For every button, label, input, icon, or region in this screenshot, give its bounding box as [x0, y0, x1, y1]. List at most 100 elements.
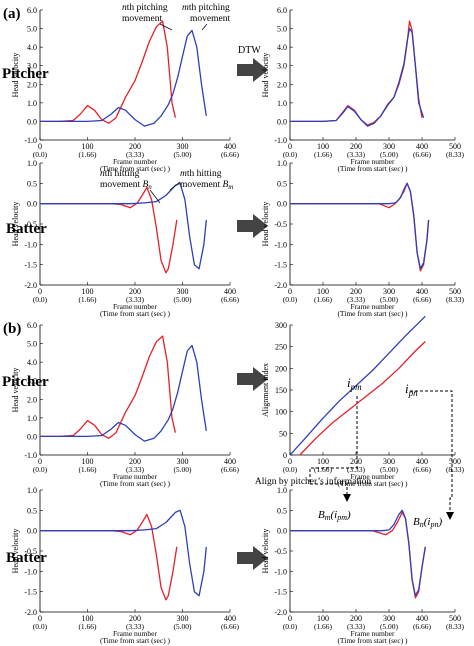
- annotation-nth-hitting: nth hitting: [100, 169, 140, 179]
- x-tick-label: 200: [129, 614, 141, 623]
- y-tick-label: 250: [275, 343, 287, 352]
- x-tick-label: 200: [350, 142, 362, 151]
- x-tick-label: 100: [317, 287, 329, 296]
- x-tick-label: 0: [288, 142, 292, 151]
- x-tick-label-sec: (5.00): [173, 465, 192, 474]
- x-tick-label: 0: [38, 142, 42, 151]
- x-tick-label-sec: (3.33): [126, 465, 145, 474]
- series-line-1: [290, 27, 425, 127]
- y-tick-label: 0.0: [277, 200, 287, 209]
- y-tick-label: -1.0: [24, 136, 37, 145]
- series-line-0: [289, 315, 426, 456]
- x-tick-label-sec: (5.00): [173, 622, 192, 631]
- y-tick-label: 6.0: [27, 321, 37, 330]
- y-tick-label: -1.0: [24, 451, 37, 460]
- y-tick-label: -0.5: [24, 547, 37, 556]
- x-tick-label: 200: [350, 614, 362, 623]
- x-tick-label-sec: (5.00): [380, 622, 399, 631]
- x-tick-label: 500: [449, 287, 461, 296]
- x-tick-label: 400: [224, 287, 236, 296]
- chart-a-batter-left: -2.0 -1.5 -1.0 -0.5 0.0 0.5 1.0 0(0.0) 100(1.66)…: [11, 159, 240, 318]
- y-tick-label: 1.0: [277, 159, 287, 168]
- y-axis-label: Head velocity: [11, 202, 20, 247]
- x-tick-label-sec: (0.0): [33, 150, 48, 159]
- x-tick-label: 400: [416, 287, 428, 296]
- y-tick-label: 0.0: [27, 117, 37, 126]
- x-axis-label: Frame number: [113, 629, 157, 638]
- x-tick-label-sec: (6.66): [221, 465, 240, 474]
- series-line-0: [40, 513, 178, 601]
- annotation-ipm: ipm: [347, 375, 362, 392]
- y-tick-label: -1.0: [274, 136, 287, 145]
- annotation-bn-ipn: Bn(ipn): [413, 516, 442, 529]
- x-tick-label-sec: (3.33): [126, 622, 145, 631]
- x-tick-label: 200: [350, 287, 362, 296]
- annotation-nth-pitching-2: movement: [122, 14, 162, 24]
- y-tick-label: 1.0: [277, 99, 287, 108]
- series-line-0: [40, 20, 177, 124]
- y-tick-label: -1.0: [24, 240, 37, 249]
- panel-label-a: (a): [3, 6, 21, 22]
- x-tick-label-sec: (5.00): [173, 150, 192, 159]
- arrow-batter-a: [237, 214, 268, 238]
- x-tick-label-sec: (3.33): [347, 150, 366, 159]
- x-tick-label: 300: [383, 142, 395, 151]
- x-tick-label-sec: (0.0): [283, 465, 298, 474]
- y-tick-label: 5.0: [27, 340, 37, 349]
- x-tick-label-sec: (1.66): [78, 622, 97, 631]
- y-tick-label: 100: [275, 408, 287, 417]
- x-tick-label-sec: (5.00): [380, 295, 399, 304]
- x-tick-label-sec: (6.66): [221, 622, 240, 631]
- x-tick-label-sec: (5.00): [380, 150, 399, 159]
- x-axis-label-sub: (Time from start (sec) ): [337, 479, 408, 488]
- x-tick-label: 300: [177, 142, 189, 151]
- y-tick-label: -1.5: [24, 261, 37, 270]
- x-tick-label: 0: [38, 287, 42, 296]
- y-tick-label: 6.0: [27, 6, 37, 15]
- series-line-1: [40, 344, 207, 442]
- row-label-batter-b: Batter: [6, 550, 47, 566]
- x-tick-label-sec: (0.0): [33, 295, 48, 304]
- y-tick-label: -2.0: [24, 281, 37, 290]
- y-tick-label: 0.0: [277, 117, 287, 126]
- series-line-0: [40, 335, 177, 439]
- y-tick-label: 2.0: [27, 80, 37, 89]
- x-tick-label-sec: (1.66): [314, 465, 333, 474]
- x-tick-label-sec: (3.33): [126, 150, 145, 159]
- x-tick-label: 300: [383, 614, 395, 623]
- x-tick-label-sec: (0.0): [283, 150, 298, 159]
- x-tick-label: 300: [177, 287, 189, 296]
- x-tick-label: 200: [129, 287, 141, 296]
- x-tick-label: 100: [82, 287, 94, 296]
- x-tick-label-sec: (6.66): [221, 295, 240, 304]
- series-line-0: [290, 182, 430, 272]
- x-tick-label: 200: [129, 142, 141, 151]
- y-axis-label: Head velocity: [261, 53, 270, 98]
- y-tick-label: 1.0: [27, 99, 37, 108]
- series-line-1: [40, 509, 207, 597]
- chart-a-pitcher-right: -1.0 0.0 1.0 2.0 3.0 4.0 5.0 6.0 0(0.0) 100(1.66)…: [261, 6, 465, 173]
- y-tick-label: -0.5: [24, 220, 37, 229]
- y-tick-label: 1.0: [27, 159, 37, 168]
- y-tick-label: 0: [283, 451, 287, 460]
- y-tick-label: 1.0: [277, 486, 287, 495]
- y-tick-label: -2.0: [274, 608, 287, 617]
- x-axis-label-sub: (Time from start (sec) ): [100, 164, 171, 173]
- x-tick-label-sec: (8.33): [446, 465, 465, 474]
- y-tick-label: 0.5: [277, 179, 287, 188]
- y-tick-label: 0.0: [27, 527, 37, 536]
- x-tick-label-sec: (3.33): [126, 295, 145, 304]
- y-tick-label: -0.5: [274, 220, 287, 229]
- y-axis-label: Head velocity: [11, 368, 20, 413]
- x-axis-label-sub: (Time from start (sec) ): [337, 309, 408, 318]
- y-tick-label: 3.0: [27, 377, 37, 386]
- y-tick-label: 50: [279, 429, 287, 438]
- x-tick-label-sec: (6.66): [221, 150, 240, 159]
- x-tick-label: 100: [82, 142, 94, 151]
- x-tick-label: 500: [449, 614, 461, 623]
- series-line-1: [299, 341, 426, 456]
- x-tick-label: 400: [224, 614, 236, 623]
- x-axis-label-sub: (Time from start (sec) ): [100, 479, 171, 488]
- chart-b-pitcher-left: -1.0 0.0 1.0 2.0 3.0 4.0 5.0 6.0 0(0.0) 100(1.66)…: [11, 321, 240, 488]
